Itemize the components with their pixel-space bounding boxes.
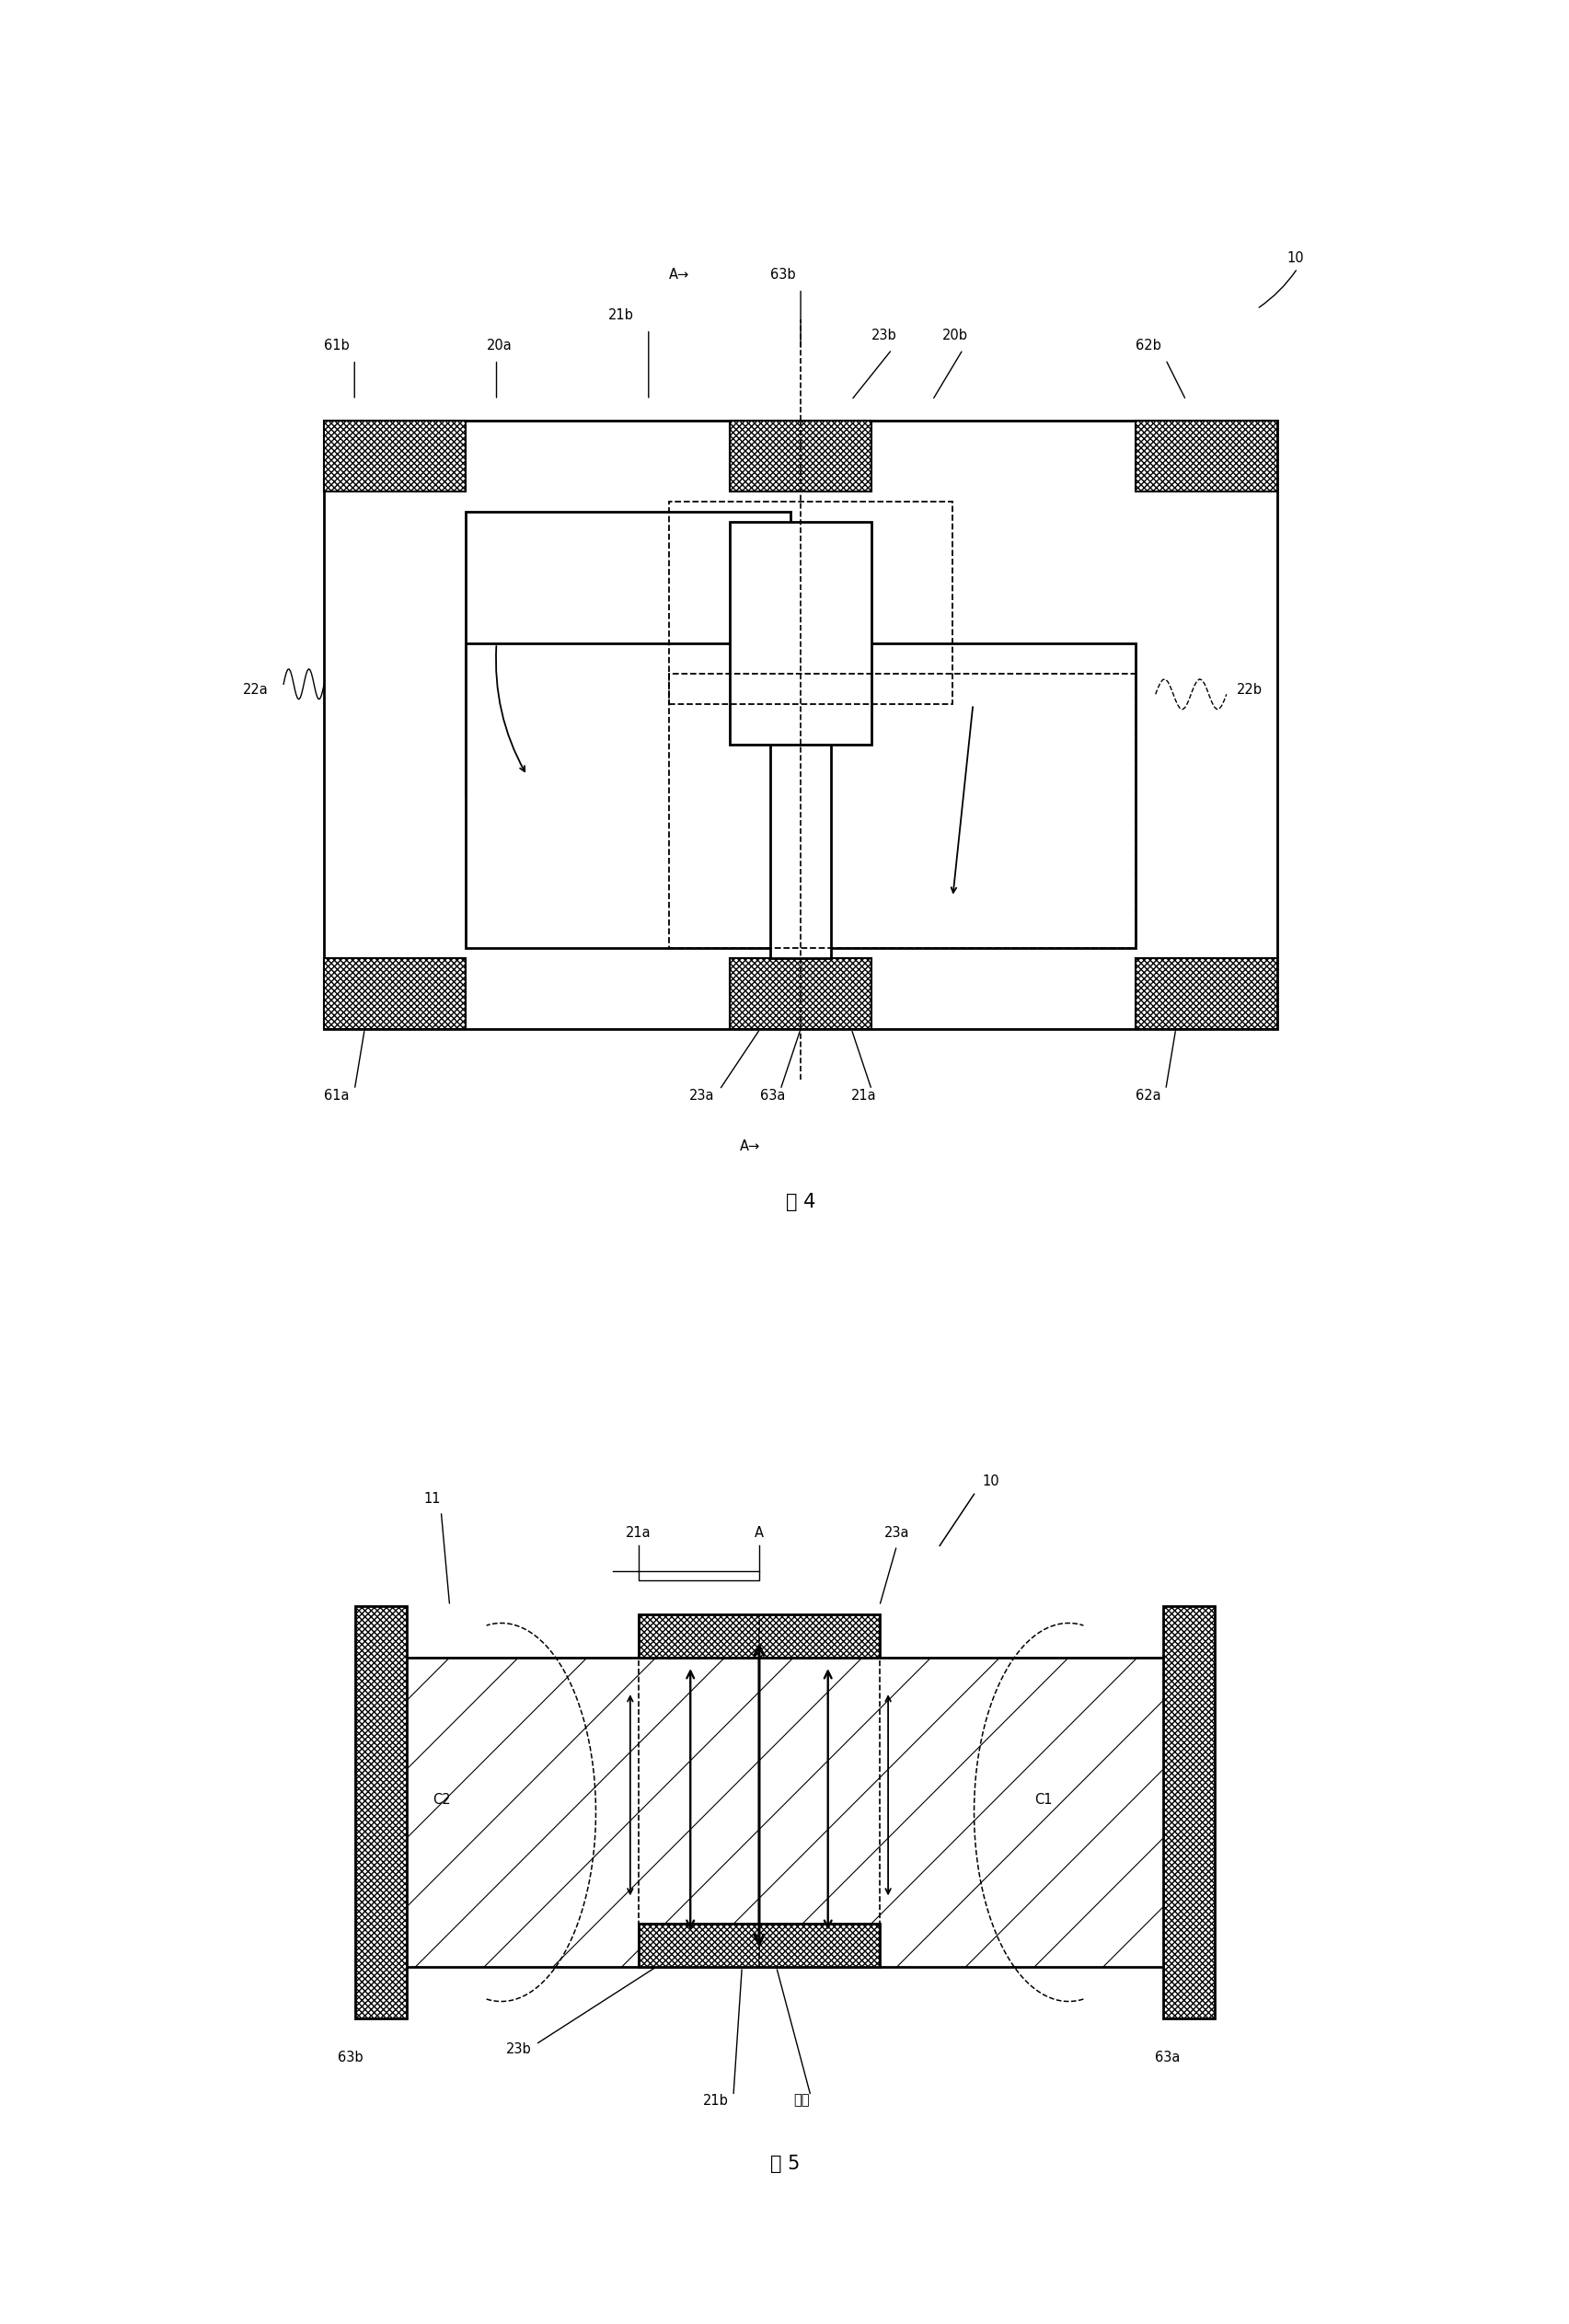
Bar (323, 421, 466, 490)
Bar (730, 957, 871, 1030)
Text: 61a: 61a (323, 1090, 350, 1102)
Text: 22b: 22b (1236, 683, 1261, 697)
Text: 63b: 63b (337, 2050, 362, 2064)
Text: 23b: 23b (871, 328, 896, 342)
Text: 11: 11 (1034, 834, 1050, 848)
Bar (730, 523, 871, 746)
Text: A: A (755, 1527, 764, 1541)
Text: 20a: 20a (486, 339, 511, 353)
Text: 21b: 21b (607, 309, 634, 321)
Bar (466, 511, 791, 795)
Text: 62b: 62b (1134, 339, 1159, 353)
Bar (1134, 957, 1277, 1030)
Text: 62a: 62a (1134, 1090, 1159, 1102)
Text: 23a: 23a (883, 1527, 908, 1541)
Text: 20b: 20b (941, 328, 968, 342)
Bar (668, 502, 952, 704)
Text: 63b: 63b (770, 267, 795, 281)
Bar (668, 674, 1134, 948)
Bar (639, 1924, 879, 1966)
Text: 图 5: 图 5 (770, 2154, 799, 2173)
Text: 63a: 63a (1153, 2050, 1180, 2064)
Bar (770, 532, 830, 957)
Text: 22a: 22a (243, 683, 268, 697)
Text: 21a: 21a (850, 1090, 876, 1102)
Text: A→: A→ (739, 1139, 759, 1153)
Bar (639, 1615, 879, 1657)
Text: 63a: 63a (759, 1090, 784, 1102)
Text: A→: A→ (668, 267, 689, 281)
Text: 11: 11 (424, 1492, 441, 1506)
Bar (1163, 1606, 1214, 2020)
Text: C1: C1 (1034, 1792, 1051, 1806)
Bar (323, 421, 1277, 1030)
Text: 振动: 振动 (792, 2094, 810, 2108)
Bar (381, 1657, 1188, 1966)
Bar (1134, 421, 1277, 490)
Bar (355, 1606, 406, 2020)
Bar (730, 421, 871, 490)
Text: 21b: 21b (703, 2094, 728, 2108)
Text: 61b: 61b (323, 339, 350, 353)
Text: 21a: 21a (626, 1527, 651, 1541)
Text: C2: C2 (431, 1792, 450, 1806)
Bar (466, 644, 1134, 948)
Text: 10: 10 (982, 1473, 999, 1487)
Text: 10: 10 (1287, 251, 1304, 265)
Bar (323, 957, 466, 1030)
Text: 图 4: 图 4 (786, 1192, 814, 1211)
Text: 23b: 23b (505, 2043, 530, 2057)
Text: 23a: 23a (689, 1090, 714, 1102)
